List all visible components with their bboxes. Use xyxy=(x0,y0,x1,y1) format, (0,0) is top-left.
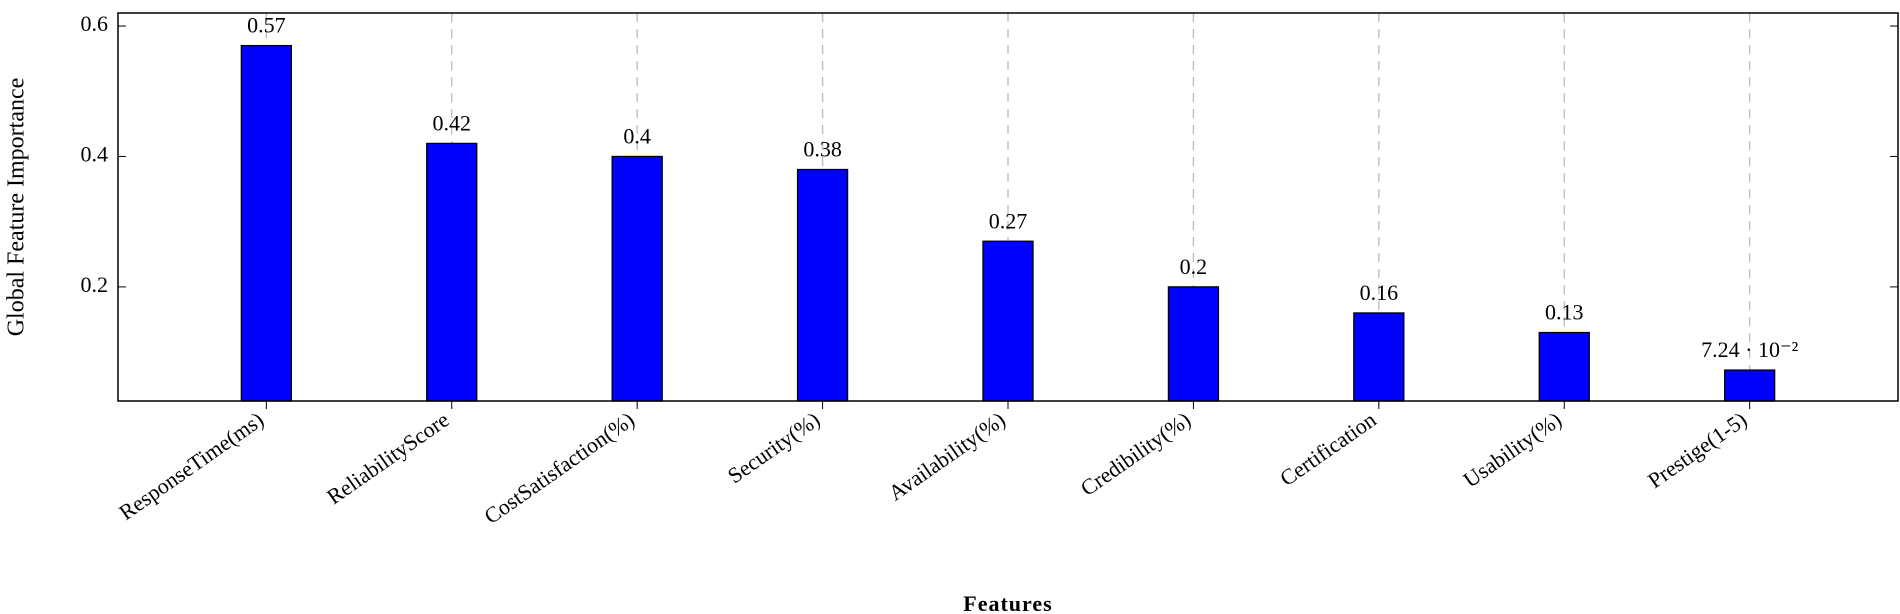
x-tick-label: Prestige(1-5) xyxy=(1643,407,1751,493)
bar xyxy=(982,240,1034,402)
value-label: 0.2 xyxy=(1180,254,1208,279)
x-tick-label: ResponseTime(ms) xyxy=(114,407,268,525)
value-label: 0.16 xyxy=(1360,280,1399,305)
bar xyxy=(611,155,663,402)
bar xyxy=(1724,369,1776,402)
x-axis-label: Features xyxy=(963,591,1052,614)
bar xyxy=(1167,286,1220,402)
x-tick-label: CostSatisfaction(%) xyxy=(479,407,638,529)
y-tick-label: 0.4 xyxy=(81,142,109,167)
value-label: 0.13 xyxy=(1545,300,1584,325)
x-tick-label: Credibility(%) xyxy=(1076,407,1195,501)
value-label: 0.38 xyxy=(803,137,842,162)
x-tick-label: Usability(%) xyxy=(1459,407,1566,493)
value-label: 0.27 xyxy=(989,208,1028,233)
x-tick-label: Certification xyxy=(1275,407,1380,491)
bar xyxy=(426,142,478,402)
bar xyxy=(796,168,849,402)
x-tick-label: ReliabilityScore xyxy=(322,407,453,509)
value-label: 0.42 xyxy=(433,110,472,135)
plot-frame xyxy=(117,12,1899,402)
y-axis-label: Global Feature Importance xyxy=(4,78,30,337)
y-tick-label: 0.6 xyxy=(81,11,109,36)
x-tick-label: Availability(%) xyxy=(884,407,1010,506)
value-label: 0.4 xyxy=(623,124,651,149)
value-label: 0.57 xyxy=(247,13,286,38)
value-label: 7.24 · 10⁻² xyxy=(1701,337,1798,362)
bar xyxy=(1353,312,1405,402)
x-tick-label: Security(%) xyxy=(723,407,824,488)
bar xyxy=(1538,331,1590,402)
y-tick-label: 0.2 xyxy=(81,272,109,297)
bar xyxy=(240,44,292,402)
